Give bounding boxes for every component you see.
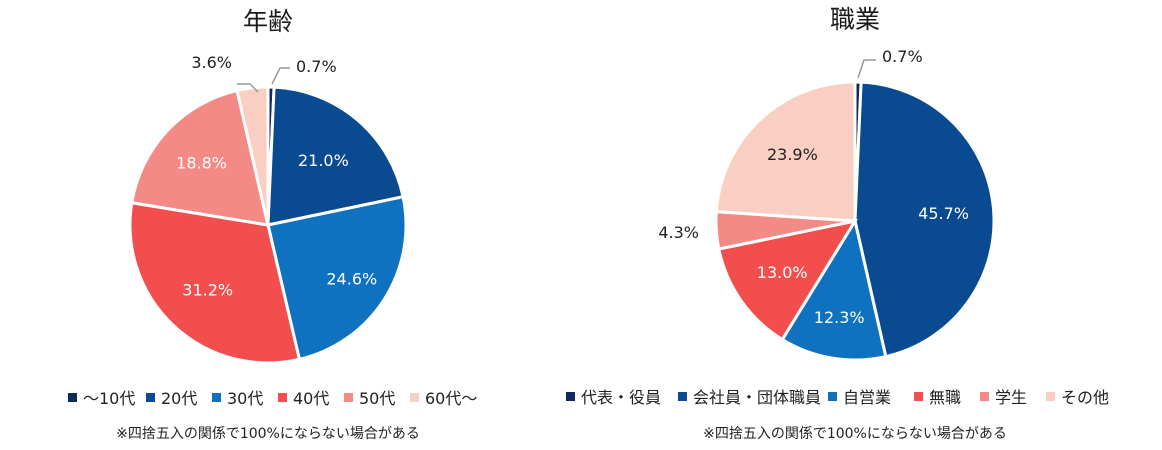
legend-item: 〜10代 [68, 389, 135, 408]
pie-slice [853, 80, 996, 359]
legend-label: その他 [1061, 388, 1109, 407]
legend-item: 無職 [914, 388, 961, 407]
legend-swatch [278, 393, 287, 402]
data-label: 45.7% [918, 204, 969, 223]
data-label: 13.0% [757, 263, 808, 282]
legend-label: 20代 [161, 389, 197, 408]
legend-swatch [678, 392, 687, 401]
legend-label: 30代 [227, 389, 263, 408]
pie-slice [128, 201, 302, 365]
legend-swatch [344, 393, 353, 402]
legend-label: 60代〜 [425, 389, 477, 408]
leader-line [271, 67, 290, 85]
pie-chart-0: 年齢 0.7% 21.0% 24.6% 31.2% 18.8% 3.6% 〜10代 20代 30代… [68, 7, 477, 442]
pie-slice [717, 218, 859, 342]
legend-swatch [1046, 392, 1055, 401]
chart-title: 年齢 [243, 7, 293, 36]
chart-title: 職業 [830, 5, 880, 34]
data-label: 4.3% [658, 223, 699, 242]
footnote: ※四捨五入の関係で100%にならない場合がある [116, 425, 420, 442]
legend-label: 〜10代 [83, 389, 135, 408]
legend-label: 学生 [995, 388, 1027, 407]
legend-item: 自営業 [828, 388, 891, 407]
legend-swatch [146, 393, 155, 402]
pie-slice [714, 80, 857, 223]
legend-label: 代表・役員 [581, 388, 661, 407]
legend-item: 50代 [344, 389, 395, 408]
footnote: ※四捨五入の関係で100%にならない場合がある [703, 425, 1007, 442]
legend-swatch [410, 393, 419, 402]
legend-item: 20代 [146, 389, 197, 408]
legend-label: 50代 [359, 389, 395, 408]
legend-item: 30代 [212, 389, 263, 408]
data-label: 24.6% [326, 269, 377, 288]
pie-slice [235, 85, 270, 226]
legend-label: 40代 [293, 389, 329, 408]
leader-line [237, 83, 259, 93]
legend-swatch [980, 392, 989, 401]
legend-label: 会社員・団体職員 [693, 388, 821, 407]
legend-swatch [566, 392, 575, 401]
data-label: 0.7% [882, 47, 923, 66]
legend-swatch [828, 392, 837, 401]
legend-item: 60代〜 [410, 389, 477, 408]
legend-swatch [914, 392, 923, 401]
legend-swatch [212, 393, 221, 402]
data-label: 23.9% [767, 145, 818, 164]
legend-swatch [68, 393, 77, 402]
legend-item: 40代 [278, 389, 329, 408]
pie-slice [266, 85, 405, 227]
pie-slice [130, 88, 270, 227]
leader-line [857, 59, 876, 79]
legend-item: 学生 [980, 388, 1027, 407]
data-label: 31.2% [182, 281, 233, 300]
legend-item: 会社員・団体職員 [678, 388, 821, 407]
data-label: 18.8% [176, 154, 227, 173]
pie-slice [266, 195, 408, 362]
pie-slice [780, 217, 888, 362]
legend-label: 自営業 [843, 388, 891, 407]
pie-chart-1: 職業0.7% 45.7% 12.3% 13.0% 4.3% 23.9% 代表・役員 会社員・団… [566, 5, 1109, 442]
data-label: 3.6% [191, 53, 232, 72]
data-label: 12.3% [814, 308, 865, 327]
data-label: 0.7% [296, 57, 337, 76]
legend-label: 無職 [929, 388, 961, 407]
legend-item: 代表・役員 [566, 388, 661, 407]
legend-item: その他 [1046, 388, 1109, 407]
data-label: 21.0% [298, 151, 349, 170]
